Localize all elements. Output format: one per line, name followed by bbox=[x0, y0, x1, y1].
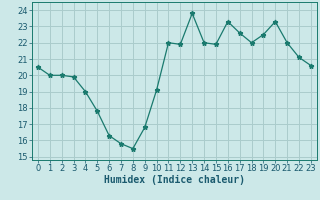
X-axis label: Humidex (Indice chaleur): Humidex (Indice chaleur) bbox=[104, 175, 245, 185]
